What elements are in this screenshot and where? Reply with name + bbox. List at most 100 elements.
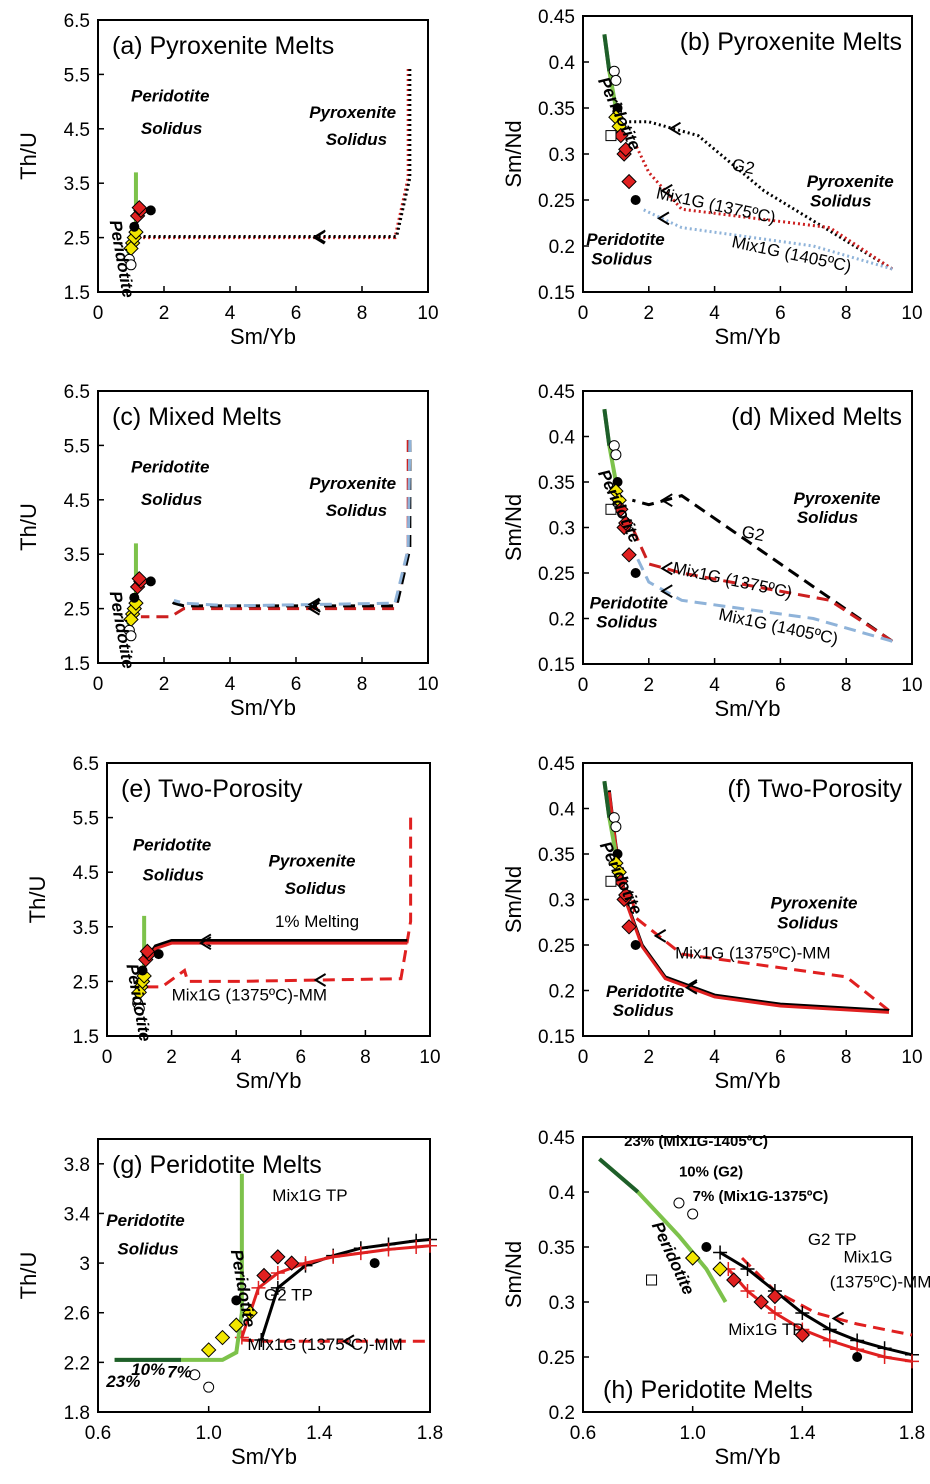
x-axis-label: Sm/Yb <box>714 324 780 349</box>
annotation-label: Mix1G (1375ºC)-MM <box>675 944 830 963</box>
series-arrow <box>668 121 681 136</box>
y-tick-label: 3 <box>79 1254 90 1275</box>
annotation-label: 10% (G2) <box>679 1164 743 1181</box>
annotation-label: Pyroxenite <box>269 852 356 871</box>
y-tick-label: 3.5 <box>73 918 99 939</box>
sample-point <box>621 919 637 935</box>
x-tick-label: 10 <box>417 303 438 324</box>
x-axis-label: Sm/Yb <box>235 1068 301 1093</box>
panel-f: 0 2 4 6 8 10 0.15 0.2 0.25 0.3 0.35 0.4 0.45 Sm/Yb Sm/… <box>501 754 923 1093</box>
sample-point <box>687 1208 699 1220</box>
y-tick-label: 0.3 <box>549 1293 575 1314</box>
x-tick-label: 6 <box>775 303 786 324</box>
series-arrow <box>313 973 327 987</box>
panel-title: (h) Peridotite Melts <box>603 1376 813 1404</box>
series-cross-marker <box>409 1239 424 1254</box>
series-line-1 <box>630 526 894 643</box>
panel-title: (e) Two-Porosity <box>121 775 303 803</box>
y-tick-label: 1.5 <box>73 1027 99 1048</box>
series-arrow <box>653 929 667 943</box>
sample-point <box>125 259 137 271</box>
x-tick-label: 2 <box>644 303 655 324</box>
y-tick-label: 0.2 <box>549 1403 575 1424</box>
x-tick-label: 4 <box>709 1047 720 1068</box>
sample-point <box>621 547 637 563</box>
series-line-2 <box>144 941 408 964</box>
y-tick-label: 0.45 <box>538 1128 575 1149</box>
annotation-label: Solidus <box>596 613 657 632</box>
sample-point <box>618 141 634 158</box>
y-tick-label: 2.2 <box>64 1353 90 1374</box>
panel-title: (c) Mixed Melts <box>112 403 281 431</box>
x-tick-label: 6 <box>296 1047 307 1068</box>
x-tick-label: 1.0 <box>195 1423 221 1444</box>
annotation-label: G2 TP <box>808 1230 857 1249</box>
y-axis-label: Th/U <box>25 876 50 924</box>
series-cross-marker <box>767 1306 782 1320</box>
sample-point <box>228 1317 245 1333</box>
series-arrow <box>657 211 670 226</box>
x-tick-label: 10 <box>901 675 922 696</box>
x-tick-label: 4 <box>225 303 236 324</box>
y-tick-label: 2.5 <box>64 600 90 621</box>
sample-point <box>630 940 641 950</box>
annotation-label: Mix1G (1375ºC)-MM <box>247 1335 402 1354</box>
y-tick-label: 0.15 <box>538 283 575 304</box>
x-tick-label: 10 <box>417 674 438 695</box>
sample-point <box>618 887 634 903</box>
series-arrow <box>660 584 673 599</box>
x-tick-label: 8 <box>357 303 368 324</box>
y-tick-label: 0.35 <box>538 1238 575 1259</box>
y-axis-label: Th/U <box>16 503 41 551</box>
series-arrow <box>660 183 673 198</box>
series-cross-marker <box>353 1246 368 1261</box>
series-cross-marker <box>822 1333 837 1348</box>
y-tick-label: 0.45 <box>538 382 575 403</box>
series-cross-marker <box>423 1238 437 1253</box>
series-cross-marker <box>905 1354 919 1369</box>
annotation-label: 1% Melting <box>275 912 359 931</box>
panel-d: 0 2 4 6 8 10 0.15 0.2 0.25 0.3 0.35 0.4 0.45 Sm/Yb Sm/… <box>501 382 923 721</box>
annotation-label: Solidus <box>141 490 202 509</box>
y-tick-label: 0.25 <box>538 191 575 212</box>
panel-a: 0 2 4 6 8 10 1.5 2.5 3.5 4.5 5.5 6.5 Sm/Yb Th/U (a) Py… <box>16 11 439 349</box>
annotation-label: Peridotite <box>590 593 668 612</box>
peridotite-curve-dark <box>598 1157 640 1194</box>
y-tick-label: 0.25 <box>538 936 575 957</box>
sample-point <box>369 1258 380 1269</box>
annotation-label: Peridotite <box>133 835 211 854</box>
sample-point <box>673 1197 685 1209</box>
annotation-label: Mix1G (1375ºC) <box>671 558 794 602</box>
series-cross-marker <box>381 1242 396 1257</box>
x-tick-label: 8 <box>841 303 852 324</box>
sample-point <box>605 875 617 887</box>
annotation-label: Solidus <box>797 508 858 527</box>
sample-point <box>131 199 147 216</box>
series-line-2 <box>727 1268 913 1363</box>
series-arrow <box>660 493 673 508</box>
y-axis-label: Sm/Nd <box>501 494 526 561</box>
series-line-0 <box>631 494 894 643</box>
sample-point <box>189 1369 201 1381</box>
y-tick-label: 2.5 <box>73 972 99 993</box>
annotation-label: Solidus <box>613 1001 674 1020</box>
x-tick-label: 6 <box>775 675 786 696</box>
y-tick-label: 0.2 <box>549 237 575 258</box>
sample-point <box>726 1272 742 1288</box>
annotation-label: 7% <box>167 1362 192 1381</box>
series-cross-marker <box>740 1284 755 1298</box>
annotation-label: Solidus <box>117 1239 178 1258</box>
x-tick-label: 10 <box>901 1047 922 1068</box>
sample-point <box>231 1295 242 1306</box>
x-tick-label: 2 <box>166 1047 177 1068</box>
x-axis-label: Sm/Yb <box>230 324 296 349</box>
annotation-label: Pyroxenite <box>771 894 858 913</box>
panel-h: 0.6 1.0 1.4 1.8 0.2 0.25 0.3 0.35 0.4 0.45 Sm/Yb Sm… <box>501 1128 930 1469</box>
x-tick-label: 1.4 <box>306 1423 333 1444</box>
sample-point <box>712 1261 728 1277</box>
x-tick-label: 0 <box>93 674 104 695</box>
y-tick-label: 0.2 <box>549 610 575 631</box>
sample-point <box>701 1242 712 1252</box>
y-tick-label: 0.3 <box>549 145 575 166</box>
